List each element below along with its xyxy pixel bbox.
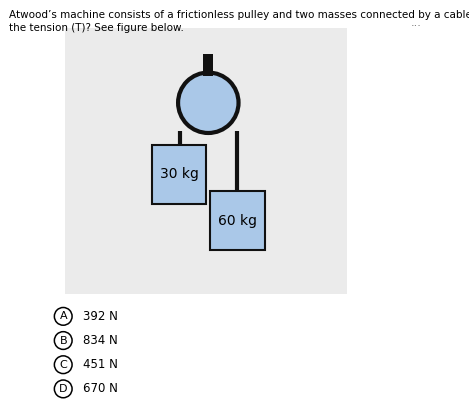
Text: 30 kg: 30 kg [159, 167, 198, 181]
Bar [152, 145, 206, 204]
Bar [210, 191, 265, 250]
Text: C: C [60, 360, 67, 370]
Circle shape [178, 73, 239, 133]
Text: A: A [60, 312, 67, 321]
Circle shape [54, 332, 72, 349]
Text: 451 N: 451 N [83, 358, 118, 371]
Bar [203, 54, 213, 76]
Text: 834 N: 834 N [83, 334, 118, 347]
Text: ...: ... [411, 18, 422, 28]
Text: 392 N: 392 N [83, 310, 118, 323]
Circle shape [54, 356, 72, 374]
Text: 60 kg: 60 kg [218, 214, 257, 228]
Text: D: D [59, 384, 68, 394]
Circle shape [54, 380, 72, 398]
Bar [65, 28, 348, 294]
Text: Atwood’s machine consists of a frictionless pulley and two masses connected by a: Atwood’s machine consists of a frictionl… [9, 10, 469, 33]
Text: 670 N: 670 N [83, 382, 118, 395]
Text: B: B [60, 336, 67, 345]
Circle shape [54, 307, 72, 325]
